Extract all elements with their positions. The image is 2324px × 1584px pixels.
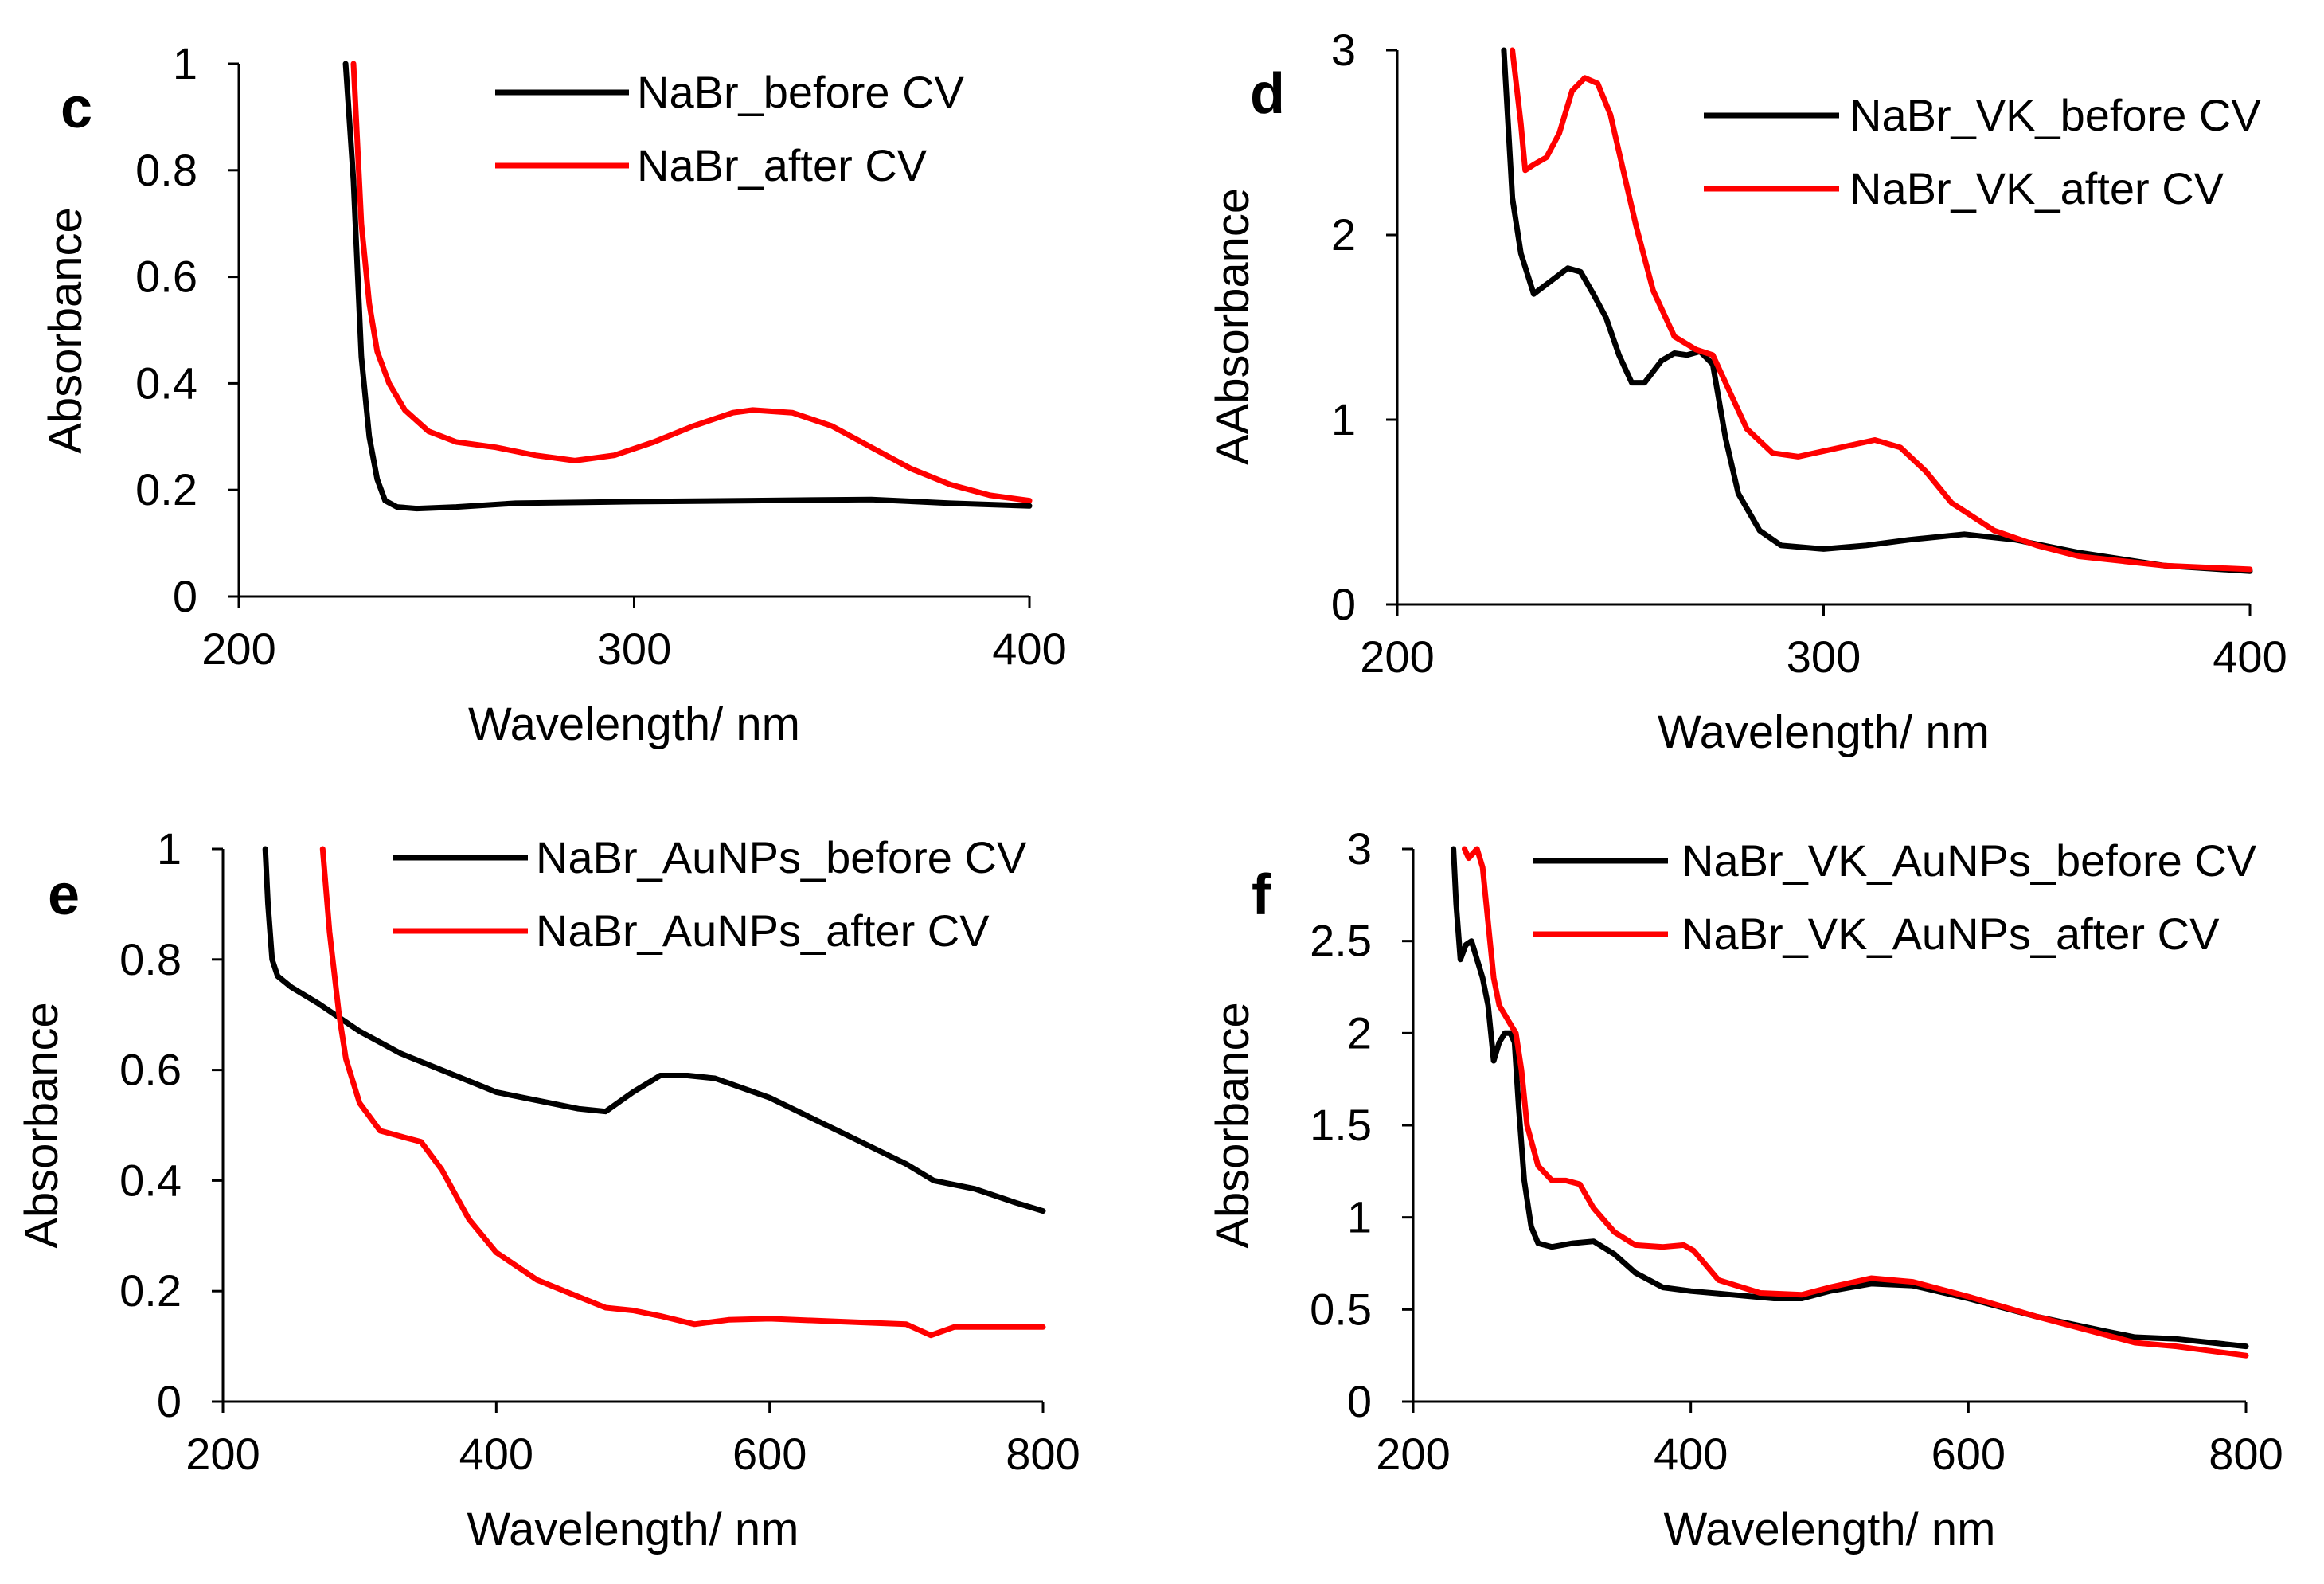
y-tick-label: 0 [1331, 579, 1356, 629]
legend-label: NaBr_VK_AuNPs_after CV [1681, 909, 2220, 959]
x-axis-label: Wavelength/ nm [1658, 706, 1990, 758]
x-axis-label: Wavelength/ nm [468, 698, 800, 750]
panel-letter: f [1252, 863, 1271, 927]
legend-label: NaBr_AuNPs_after CV [536, 905, 990, 956]
series-line-before-cv [1451, 846, 2249, 1350]
y-tick-label: 3 [1331, 25, 1356, 75]
panel-letter: e [48, 863, 80, 927]
y-tick-label: 0.6 [135, 252, 197, 302]
panel-letter: c [61, 76, 92, 140]
y-tick-label: 3 [1347, 823, 1372, 874]
series-line-before-cv [262, 846, 1046, 1214]
y-tick-label: 0.2 [119, 1265, 182, 1316]
x-tick-label: 200 [1360, 632, 1434, 682]
y-tick-label: 0 [173, 571, 197, 621]
y-tick-label: 2.5 [1310, 916, 1372, 966]
x-tick-label: 400 [992, 624, 1066, 674]
panel-e: 0 0.2 0.4 0.6 0.8 1 200 400 600 800 Wavelength/ nm… [16, 823, 1080, 1555]
y-tick-label: 2 [1331, 209, 1356, 260]
y-tick-label: 1 [173, 38, 197, 88]
series-line-after-cv [1510, 47, 2253, 573]
x-tick-label: 300 [1787, 632, 1861, 682]
y-tick-label: 1 [1331, 394, 1356, 444]
panel-c: 0 0.2 0.4 0.6 0.8 1 200 300 400 Wavelength/ nm Abs… [40, 38, 1067, 750]
x-tick-label: 400 [1654, 1429, 1728, 1479]
legend-label: NaBr_AuNPs_before CV [536, 832, 1027, 882]
x-tick-label: 200 [1376, 1429, 1450, 1479]
legend-label: NaBr_VK_AuNPs_before CV [1681, 835, 2257, 886]
y-tick-label: 0.4 [135, 358, 197, 408]
legend-label: NaBr_VK_before CV [1849, 90, 2261, 140]
series-line-after-cv [319, 846, 1046, 1339]
x-tick-label: 800 [2209, 1429, 2283, 1479]
legend-label: NaBr_before CV [637, 67, 965, 117]
y-axis-label: Absorbance [1207, 1002, 1259, 1249]
x-axis-label: Wavelength/ nm [467, 1504, 799, 1555]
y-tick-label: 0 [1347, 1376, 1372, 1426]
series-line-after-cv [350, 61, 1033, 504]
y-tick-label: 1 [1347, 1192, 1372, 1242]
y-tick-label: 0.8 [119, 934, 182, 984]
series-line-before-cv [1501, 47, 2253, 574]
panel-letter: d [1250, 62, 1285, 126]
x-tick-label: 600 [732, 1429, 807, 1479]
legend-label: NaBr_VK_after CV [1849, 163, 2224, 213]
y-tick-label: 1 [157, 823, 182, 874]
x-axis-label: Wavelength/ nm [1664, 1504, 1996, 1555]
y-tick-label: 0.6 [119, 1045, 182, 1095]
y-tick-label: 0 [157, 1376, 182, 1426]
x-tick-label: 600 [1931, 1429, 2006, 1479]
x-tick-label: 400 [2213, 632, 2287, 682]
y-tick-label: 2 [1347, 1007, 1372, 1058]
legend-label: NaBr_after CV [637, 140, 928, 190]
y-tick-label: 0.2 [135, 464, 197, 514]
y-axis-label: AAbsorbance [1207, 188, 1259, 465]
panel-f: 0 0.5 1 1.5 2 2.5 3 200 400 600 800 Wavelength/ nm A… [1207, 823, 2283, 1555]
y-tick-label: 0.5 [1310, 1284, 1372, 1334]
x-tick-label: 200 [201, 624, 275, 674]
x-tick-label: 200 [186, 1429, 260, 1479]
y-tick-label: 0.4 [119, 1155, 182, 1205]
x-tick-label: 800 [1006, 1429, 1080, 1479]
y-tick-label: 1.5 [1310, 1100, 1372, 1150]
x-tick-label: 300 [597, 624, 671, 674]
y-tick-label: 0.8 [135, 145, 197, 195]
x-tick-label: 400 [459, 1429, 533, 1479]
series-line-before-cv [342, 61, 1033, 512]
y-axis-label: Absorbance [40, 207, 92, 454]
panel-d: 0 1 2 3 200 300 400 Wavelength/ nm AAbsorbance d N… [1207, 25, 2287, 758]
y-axis-label: Absorbance [16, 1002, 68, 1249]
series-line-after-cv [1462, 846, 2249, 1359]
